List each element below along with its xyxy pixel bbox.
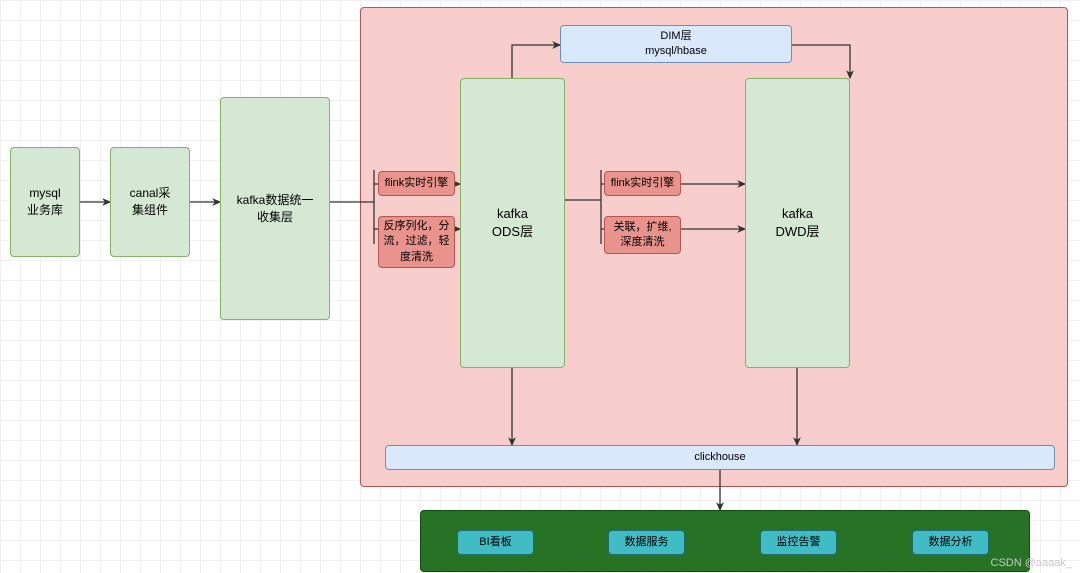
label: 数据分析: [929, 535, 973, 550]
label: flink实时引擎: [385, 176, 449, 191]
node-desc1: 反序列化，分流，过滤，轻度清洗: [378, 216, 455, 268]
node-flink1: flink实时引擎: [378, 171, 455, 196]
watermark: CSDN @aaaak_: [991, 557, 1072, 569]
node-dim: DIM层mysql/hbase: [560, 25, 792, 63]
node-app-monitor: 监控告警: [760, 530, 837, 555]
node-kafka-src: kafka数据统一收集层: [220, 97, 330, 320]
label: kafkaDWD层: [775, 205, 819, 241]
node-clickhouse: clickhouse: [385, 445, 1055, 470]
label: 反序列化，分流，过滤，轻度清洗: [384, 219, 450, 265]
label: 关联，扩维,深度清洗: [613, 220, 671, 251]
node-canal: canal采集组件: [110, 147, 190, 257]
label: clickhouse: [694, 450, 745, 465]
node-desc2: 关联，扩维,深度清洗: [604, 216, 681, 254]
node-flink2: flink实时引擎: [604, 171, 681, 196]
node-ods: kafkaODS层: [460, 78, 565, 368]
label: BI看板: [479, 535, 511, 550]
label: 数据服务: [625, 535, 669, 550]
label: mysql业务库: [27, 185, 63, 219]
label: 监控告警: [777, 535, 821, 550]
label: kafka数据统一收集层: [237, 192, 314, 226]
node-mysql: mysql业务库: [10, 147, 80, 257]
node-app-bi: BI看板: [457, 530, 534, 555]
node-app-service: 数据服务: [608, 530, 685, 555]
node-dwd: kafkaDWD层: [745, 78, 850, 368]
label: flink实时引擎: [611, 176, 675, 191]
node-app-analysis: 数据分析: [912, 530, 989, 555]
label: kafkaODS层: [492, 205, 533, 241]
label: DIM层mysql/hbase: [645, 29, 707, 60]
label: canal采集组件: [130, 185, 171, 219]
